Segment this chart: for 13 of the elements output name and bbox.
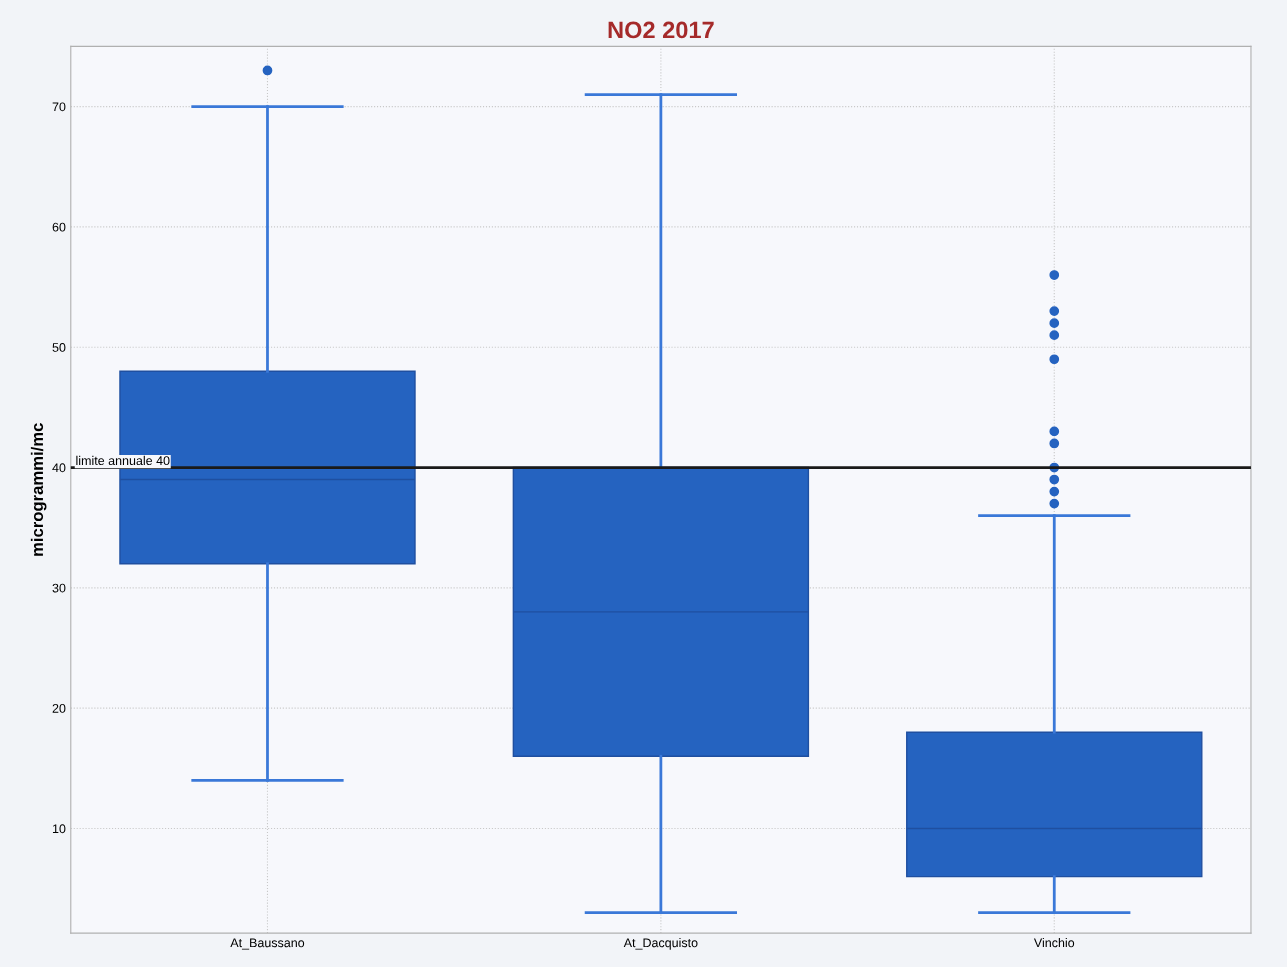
x-tick-label: At_Dacquisto xyxy=(623,938,698,950)
y-tick-label: 20 xyxy=(52,703,66,713)
y-tick-label: 40 xyxy=(52,463,66,473)
y-tick-label: 50 xyxy=(52,343,66,352)
y-tick-label: 10 xyxy=(52,824,66,834)
ref-line-label: limite annuale 40 xyxy=(76,455,170,466)
y-axis-title: microgrammi/mc xyxy=(30,423,47,556)
y-tick-label: 60 xyxy=(52,222,66,232)
y-tick-label: 30 xyxy=(52,583,66,593)
x-tick-label: At_Baussano xyxy=(230,938,305,950)
y-tick-label: 70 xyxy=(52,102,66,112)
chart-title: NO2 2017 xyxy=(608,21,714,39)
x-tick-label: Vinchio xyxy=(1033,938,1075,948)
